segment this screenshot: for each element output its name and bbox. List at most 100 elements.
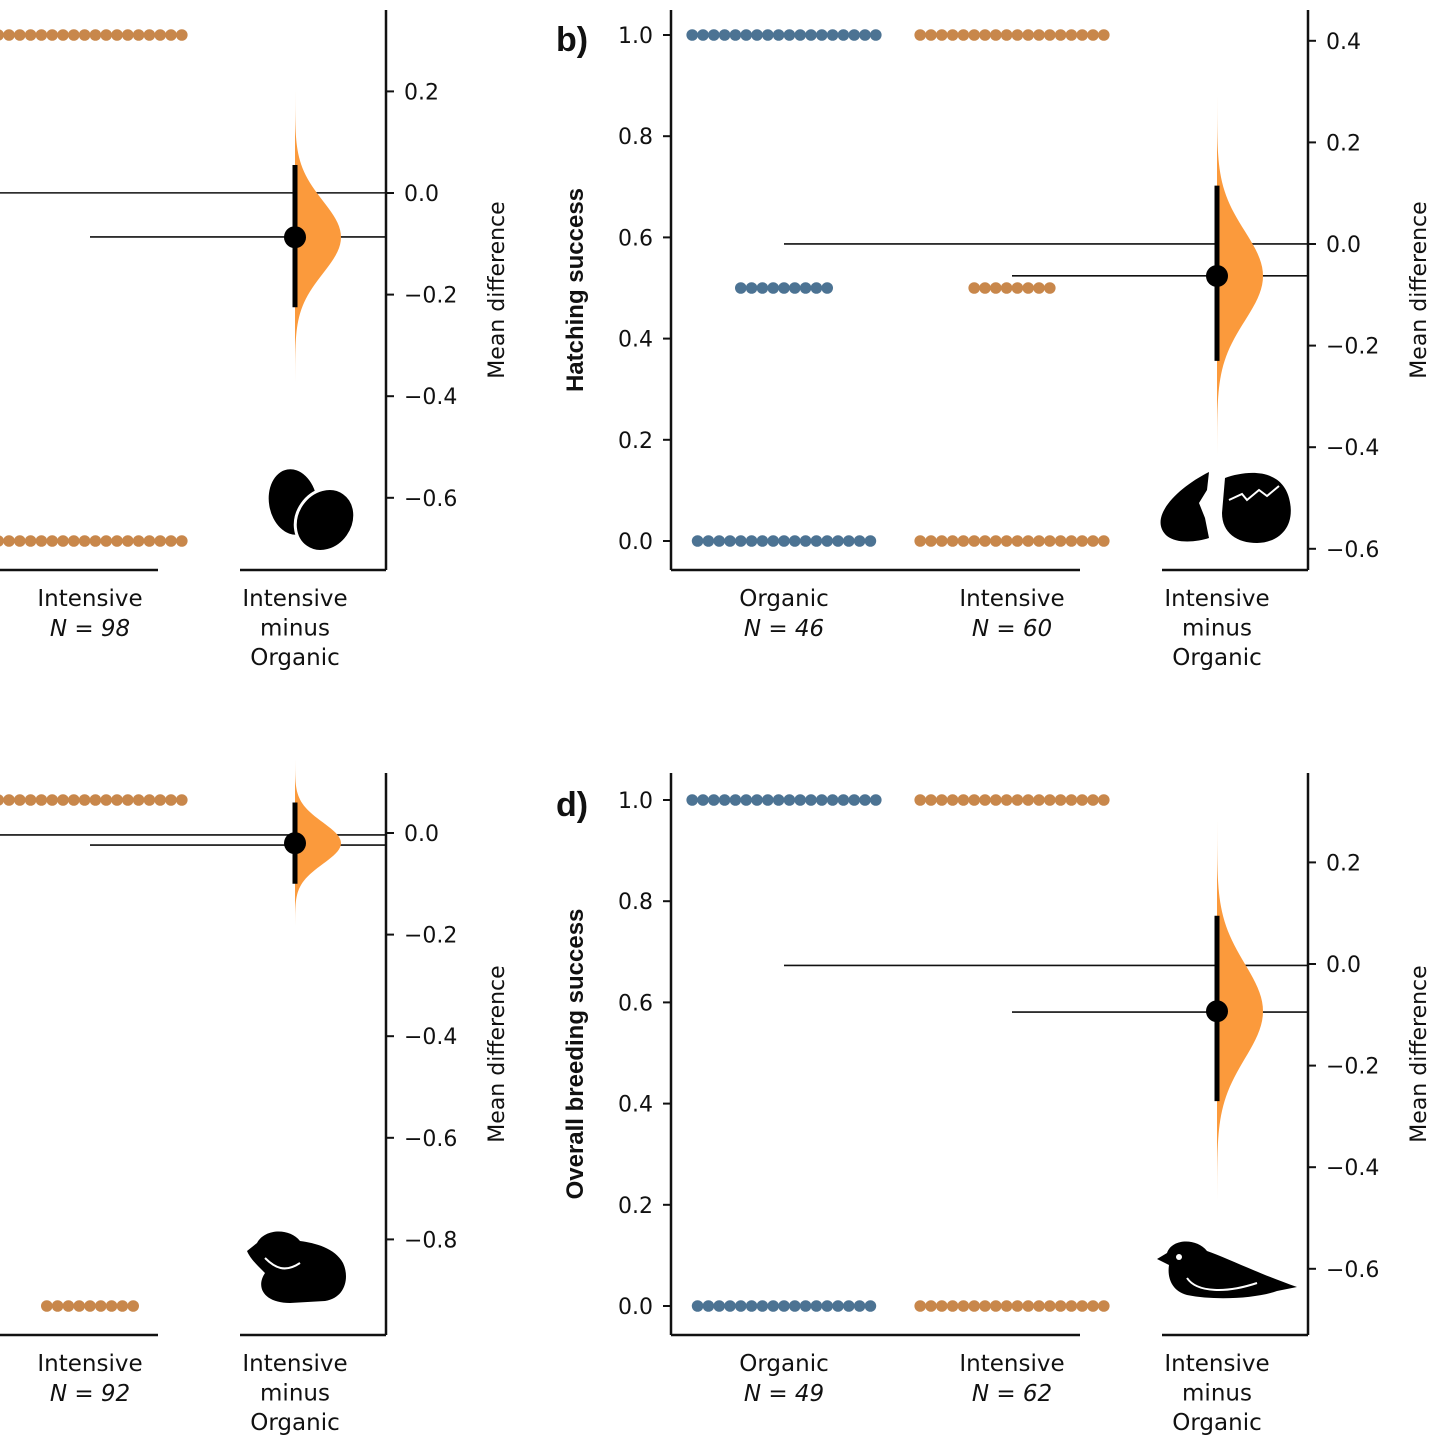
right-tick-label: −0.2 [1326, 335, 1379, 360]
right-tick-label: −0.2 [404, 924, 457, 949]
data-point [57, 535, 69, 547]
data-point [767, 282, 779, 294]
difference-label: minus [260, 1381, 330, 1407]
right-tick-label: −0.6 [1326, 1258, 1379, 1283]
data-point [1054, 1300, 1067, 1312]
data-point [936, 535, 948, 547]
data-point [691, 535, 704, 547]
data-point [702, 535, 715, 547]
cracked-egg-left [1160, 472, 1209, 542]
data-point [990, 794, 1002, 806]
data-point [35, 794, 48, 806]
data-point [805, 794, 817, 806]
data-point [826, 794, 839, 806]
data-point [1098, 1300, 1110, 1312]
data-point [968, 535, 980, 547]
data-point [946, 29, 959, 41]
data-point [89, 29, 102, 41]
data-point [859, 29, 871, 41]
data-point [3, 794, 15, 806]
data-point [1087, 1300, 1099, 1312]
right-tick-label: −0.4 [1326, 1156, 1379, 1181]
data-point [789, 1300, 801, 1312]
data-point [1087, 794, 1099, 806]
data-point [35, 535, 48, 547]
data-point [914, 1300, 926, 1312]
data-point [821, 282, 833, 294]
data-point [990, 29, 1002, 41]
data-point [1065, 1300, 1078, 1312]
data-point [122, 794, 134, 806]
group-n-label: N = 46 [744, 616, 824, 642]
data-point [1000, 282, 1013, 294]
panel-label: b) [556, 21, 588, 59]
data-point [968, 29, 980, 41]
right-tick-label: 0.2 [1326, 131, 1361, 156]
mean-difference-point [1206, 265, 1228, 288]
right-tick-label: 0.2 [1326, 851, 1361, 876]
data-point [751, 29, 763, 41]
data-point [925, 794, 937, 806]
right-tick-label: 0.2 [404, 80, 439, 105]
group-n-label: N = 92 [50, 1381, 130, 1407]
data-point [1033, 282, 1045, 294]
data-point [1098, 794, 1110, 806]
right-tick-label: −0.6 [404, 1127, 457, 1152]
left-tick-label: 1.0 [618, 789, 653, 814]
data-point [78, 794, 91, 806]
data-point [89, 794, 102, 806]
data-point [122, 535, 134, 547]
difference-label: Organic [250, 1410, 339, 1436]
data-point [859, 794, 871, 806]
data-point [729, 29, 742, 41]
data-point [1065, 29, 1078, 41]
data-point [990, 1300, 1002, 1312]
difference-label: Intensive [242, 1351, 347, 1377]
left-tick-label: 0.2 [618, 1194, 653, 1219]
right-axis-label: Mean difference [1407, 201, 1432, 378]
data-point [936, 29, 948, 41]
group-n-label: N = 49 [744, 1381, 824, 1407]
data-point [832, 1300, 844, 1312]
data-point [783, 29, 796, 41]
data-point [805, 29, 817, 41]
data-point [990, 535, 1002, 547]
data-point [1054, 29, 1067, 41]
right-tick-label: −0.6 [1326, 538, 1379, 563]
data-point [794, 794, 806, 806]
difference-label: Intensive [1164, 586, 1269, 612]
data-point [165, 535, 177, 547]
data-point [745, 282, 758, 294]
data-point [176, 535, 188, 547]
data-point [735, 1300, 747, 1312]
data-point [843, 535, 855, 547]
crack-line [1228, 485, 1280, 502]
data-point [105, 1300, 118, 1312]
data-point [794, 29, 806, 41]
data-point [100, 29, 112, 41]
data-point [843, 1300, 855, 1312]
data-point [767, 535, 779, 547]
data-point [100, 794, 112, 806]
data-point [914, 535, 926, 547]
chick-icon [247, 1231, 346, 1303]
data-point [111, 535, 123, 547]
data-point [968, 282, 980, 294]
data-point [1076, 1300, 1088, 1312]
data-point [73, 1300, 85, 1312]
data-point [1065, 794, 1078, 806]
data-point [1000, 535, 1013, 547]
data-point [78, 535, 91, 547]
data-point [165, 794, 177, 806]
group-n-label: N = 60 [972, 616, 1052, 642]
data-point [778, 1300, 790, 1312]
data-point [735, 535, 747, 547]
data-point [1054, 535, 1067, 547]
data-point [84, 1300, 96, 1312]
data-point [13, 29, 26, 41]
data-point [1011, 29, 1024, 41]
data-point [1000, 794, 1013, 806]
bird-eye [1176, 1254, 1182, 1260]
left-tick-label: 0.8 [618, 890, 653, 915]
data-point [35, 29, 48, 41]
